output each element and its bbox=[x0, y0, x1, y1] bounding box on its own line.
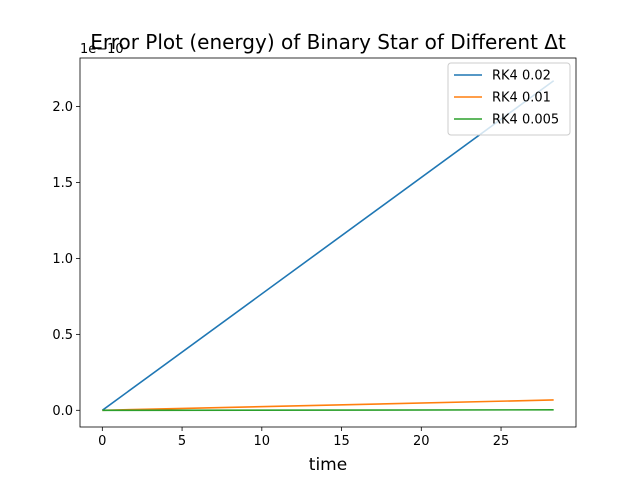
legend: RK4 0.02 RK4 0.01 RK4 0.005 bbox=[447, 62, 571, 136]
x-tick-label: 20 bbox=[413, 434, 430, 449]
legend-label: RK4 0.02 bbox=[492, 69, 551, 84]
x-tick-label: 25 bbox=[493, 434, 510, 449]
y-tick-label: 1.0 bbox=[52, 252, 73, 267]
axes-frame bbox=[79, 57, 577, 428]
series-line-1 bbox=[101, 80, 555, 411]
y-axis: 0.0 0.5 1.0 1.5 2.0 bbox=[52, 100, 80, 419]
x-tick-label: 0 bbox=[98, 434, 106, 449]
y-tick-label: 0.0 bbox=[52, 404, 73, 419]
y-offset-text: 1e−10 bbox=[80, 42, 124, 57]
x-tick-label: 10 bbox=[254, 434, 271, 449]
legend-box bbox=[447, 62, 571, 136]
y-tick-label: 1.5 bbox=[52, 176, 73, 191]
legend-label: RK4 0.005 bbox=[492, 113, 559, 128]
x-tick-label: 15 bbox=[333, 434, 350, 449]
x-axis: 0 5 10 15 20 25 bbox=[98, 427, 509, 449]
y-tick-label: 2.0 bbox=[52, 100, 73, 115]
series-layer bbox=[101, 80, 555, 412]
x-axis-label: time bbox=[309, 455, 347, 475]
y-tick-label: 0.5 bbox=[52, 328, 73, 343]
x-tick-label: 5 bbox=[178, 434, 186, 449]
series-line-2 bbox=[102, 399, 554, 412]
legend-label: RK4 0.01 bbox=[492, 91, 551, 106]
chart-title: Error Plot (energy) of Binary Star of Di… bbox=[90, 30, 566, 54]
